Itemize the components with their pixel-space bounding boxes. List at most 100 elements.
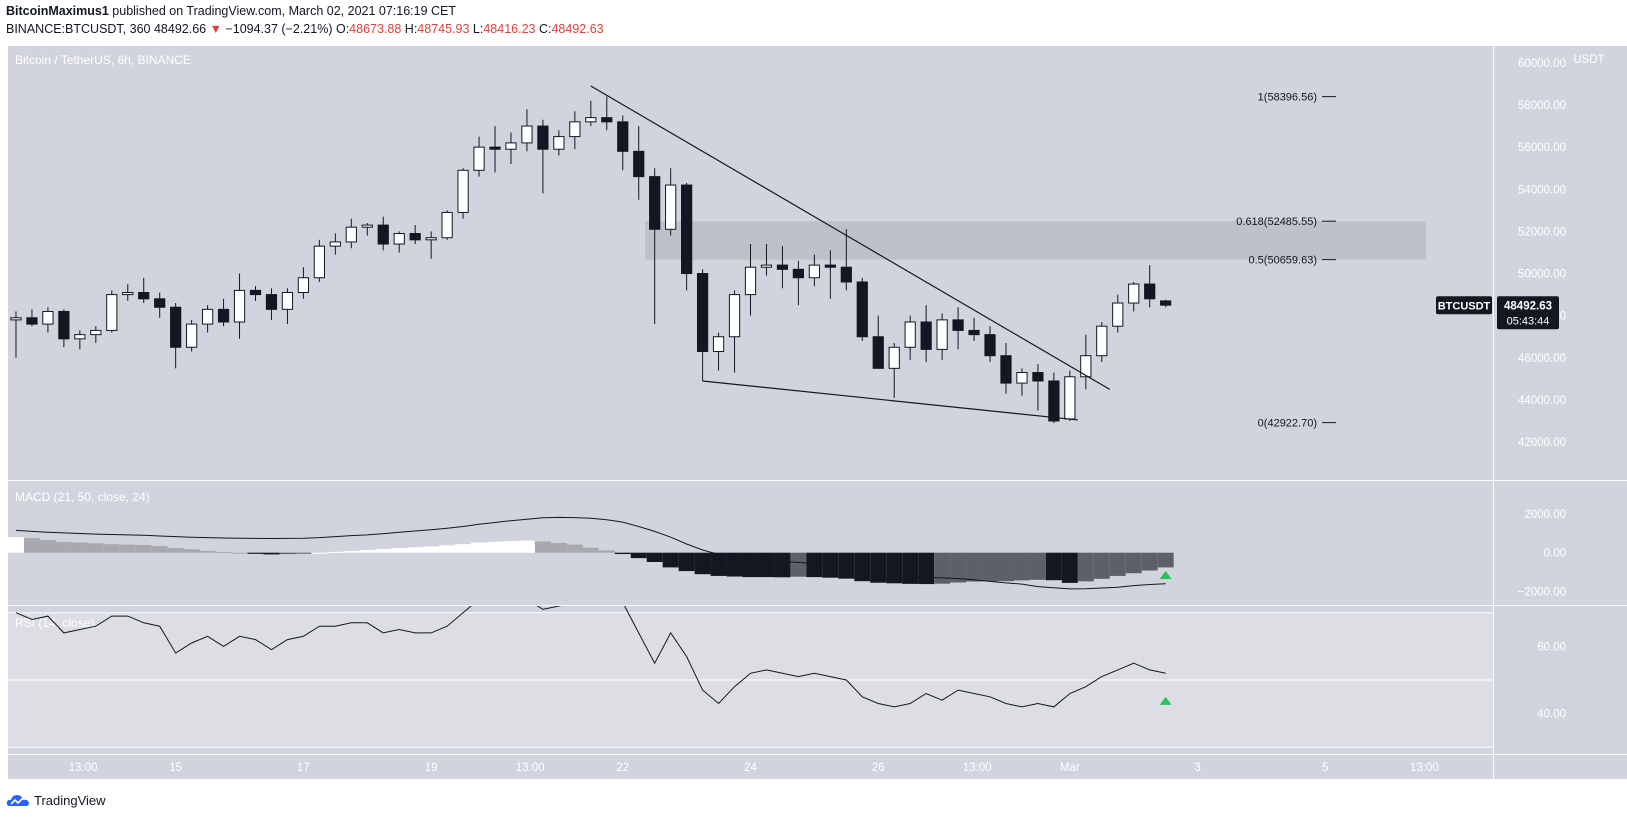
macd-pane[interactable] [8,481,1493,605]
macd-histogram-bar [838,552,855,579]
macd-histogram-bar [950,552,967,583]
candle-body [10,317,22,321]
time-tick-label: 13:00 [1410,762,1439,774]
candle-body [681,184,693,275]
candle-body [856,281,868,338]
candle-body [281,291,294,310]
low-value: 48416.23 [483,22,536,36]
macd-histogram-bar [247,552,264,554]
macd-histogram-bar [870,552,887,583]
symbol-quote-line: BINANCE:BTCUSDT, 360 48492.66 ▼ −1094.37… [6,22,604,36]
candle-body [58,310,70,340]
open-value: 48673.88 [349,22,402,36]
candle-body [601,117,613,123]
macd-histogram-bar [550,543,567,553]
price-tick-label: 50000.00 [1518,269,1566,281]
macd-histogram-bar [902,552,919,584]
macd-histogram-bar [471,542,488,553]
candle-body [489,146,501,150]
down-arrow-icon: ▼ [209,22,222,36]
price-tick-label: 60000.00 [1518,58,1566,70]
tradingview-brand[interactable]: TradingView [6,792,106,808]
candle-body [217,308,230,323]
macd-histogram-bar [934,552,951,584]
price-change: −1094.37 (−2.21%) [225,22,333,36]
low-label: L: [472,22,484,36]
author-name[interactable]: BitcoinMaximus1 [6,4,109,18]
macd-histogram-bar [327,551,344,553]
price-axis[interactable] [1494,46,1627,755]
macd-histogram-bar [1093,552,1110,579]
candle-body [760,264,773,268]
price-tick-label: 42000.00 [1518,437,1566,449]
macd-histogram-bar [359,549,376,553]
candle-body [1032,372,1044,382]
symbol-line: BINANCE:BTCUSDT, 360 [6,22,151,36]
resistance-zone [645,221,1426,260]
time-tick-label: 15 [169,762,182,774]
candle-body [792,268,805,279]
candle-body [313,245,325,279]
candle-body [377,224,389,245]
macd-histogram-bar [439,545,456,553]
last-price-value: 48492.63 [1504,300,1552,312]
macd-histogram-bar [790,552,807,577]
macd-histogram-bar [1077,552,1094,582]
candle-body [744,266,757,296]
macd-histogram-bar [966,552,983,582]
candle-body [42,310,54,325]
time-tick-label: 19 [425,762,438,774]
wedge-upper-trendline [590,85,1111,390]
macd-bullish-marker [1159,570,1172,579]
time-tick-label: 26 [872,762,885,774]
candle-body [74,334,86,340]
candle-body [617,121,629,152]
candle-body [1128,283,1140,304]
time-tick-label: 13:00 [69,762,98,774]
macd-histogram-bar [55,541,72,553]
candle-body [154,298,166,308]
macd-histogram-bar [295,552,312,554]
tradingview-cloud-icon [6,795,30,806]
macd-histogram-bar [1029,552,1046,580]
time-axis[interactable] [8,755,1493,779]
currency-label: USDT [1573,54,1604,66]
fib-level-label: 0(42922.70) [1258,418,1317,430]
macd-histogram-bar [918,552,935,585]
rsi-line [15,606,1166,708]
candle-body [553,136,565,150]
macd-histogram-bar [742,552,759,578]
candle-body [122,291,134,296]
candle-body [633,150,645,178]
macd-histogram-bar [758,552,775,578]
candle-body [138,291,150,300]
macd-histogram-bar [1125,552,1142,574]
candle-body [952,319,964,331]
candle-body [1096,325,1108,357]
rsi-bullish-marker [1159,696,1172,705]
candle-body [984,334,996,357]
time-tick-label: Mar [1060,762,1080,774]
published-text: published on TradingView.com, March 02, … [112,4,457,18]
candle-body [1160,300,1172,306]
axis-corner [1494,755,1627,779]
macd-histogram-bar [566,544,583,553]
candle-body [233,289,246,323]
price-tick-label: 56000.00 [1518,142,1566,154]
candle-body [90,329,102,336]
candle-body [1048,380,1060,422]
macd-tick-label: 0.00 [1544,548,1566,560]
candle-body [393,233,405,245]
time-tick-label: 24 [744,762,757,774]
candle-body [968,329,980,336]
candle-body [441,211,453,239]
close-value: 48492.63 [551,22,604,36]
macd-histogram-bar [215,551,232,553]
candle-body [473,146,485,171]
macd-histogram-bar [694,552,711,575]
candle-body [409,233,421,241]
macd-histogram-bar [518,540,535,553]
brand-text: TradingView [34,792,106,808]
candle-body [425,237,437,241]
